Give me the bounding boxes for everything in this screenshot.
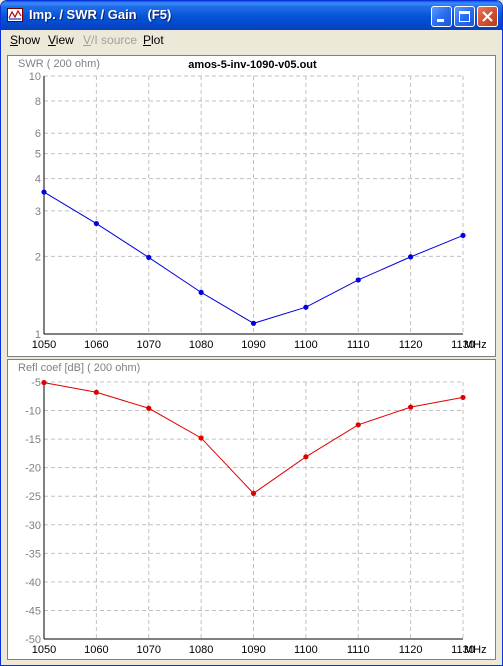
refl-y-tick-label: -40 [25,577,41,589]
refl-data-point [41,379,47,386]
refl-y-tick-label: -35 [25,548,41,560]
menu-bar: Show View V/I source Plot [1,30,502,50]
swr-y-tick-label: 8 [35,96,41,108]
refl-x-unit-label: MHz [464,644,487,656]
swr-x-unit-label: MHz [464,339,487,351]
refl-data-point [460,394,466,401]
swr-y-tick-label: 4 [35,174,41,186]
refl-data-point [250,490,257,496]
refl-axis-caption: Refl coef [dB] ( 200 ohm) [18,362,141,374]
refl-y-tick-label: -45 [25,605,41,617]
refl-y-tick-label: -10 [25,406,41,418]
swr-data-point [93,220,99,227]
swr-x-tick-label: 1060 [84,339,108,351]
title-bar[interactable]: Imp. / SWR / Gain (F5) [1,1,502,30]
refl-x-tick-label: 1090 [241,644,265,656]
swr-x-tick-label: 1110 [347,339,370,351]
refl-x-tick-label: 1110 [347,644,370,656]
refl-y-tick-label: -30 [25,520,41,532]
refl-data-point [355,422,361,428]
menu-view[interactable]: View [48,33,74,47]
refl-y-tick-label: -15 [25,434,41,446]
menu-vi-source[interactable]: V/I source [83,33,138,47]
swr-data-point [303,304,309,310]
swr-y-tick-label: 2 [35,251,41,263]
refl-plot-panel: -5 -10 -15 -20 -25 -30 -35 -40 -45 -50 1050 1060 107… [7,359,496,660]
refl-data-point [408,404,414,410]
plot-title: amos-5-inv-1090-v05.out [188,59,317,71]
swr-data-point [146,254,152,261]
menu-show[interactable]: Show [10,33,41,47]
swr-data-point [198,289,204,295]
swr-y-tick-label: 1 [35,329,41,341]
swr-y-tick-label: 10 [29,71,41,83]
refl-y-tick-label: -25 [25,491,41,503]
swr-axis-caption: SWR ( 200 ohm) [18,58,100,70]
swr-x-tick-label: 1080 [189,339,213,351]
swr-data-point [250,320,257,326]
swr-x-tick-label: 1070 [137,339,161,351]
swr-data-point [460,232,466,239]
close-button[interactable] [477,6,498,27]
refl-data-point [93,389,99,395]
refl-x-tick-label: 1070 [137,644,161,656]
swr-x-tick-label: 1100 [294,339,318,351]
swr-data-point [408,254,414,260]
minimize-icon [437,19,444,22]
swr-plot-panel: 1 2 3 4 5 6 8 10 1050 1060 1070 1080 1090 1100 1110 112… [7,55,496,357]
refl-data-point [198,435,204,441]
window-title: Imp. / SWR / Gain (F5) [29,7,172,22]
swr-y-tick-label: 5 [35,149,41,161]
menu-plot[interactable]: Plot [143,33,164,47]
refl-y-tick-label: -5 [31,377,41,389]
maximize-button[interactable] [454,6,475,27]
swr-y-tick-label: 6 [35,128,41,140]
refl-data-point [146,405,152,411]
close-icon [482,11,493,22]
swr-x-tick-label: 1050 [32,339,56,351]
refl-data-point [303,454,309,460]
minimize-button[interactable] [431,6,452,27]
swr-data-point [41,189,47,195]
refl-x-tick-label: 1100 [294,644,318,656]
swr-x-tick-label: 1090 [241,339,265,351]
refl-x-tick-label: 1130 [451,644,475,656]
app-icon[interactable] [7,8,23,22]
refl-y-tick-label: -50 [25,634,41,646]
swr-x-tick-label: 1120 [399,339,423,351]
refl-x-tick-label: 1080 [189,644,213,656]
swr-y-tick-label: 3 [35,206,41,218]
refl-y-tick-label: -20 [25,463,41,475]
swr-chart: 1 2 3 4 5 6 8 10 1050 1060 1070 1080 1090 1100 1110 112… [29,71,487,351]
refl-x-tick-label: 1050 [32,644,56,656]
refl-x-tick-label: 1060 [84,644,108,656]
maximize-icon [459,11,470,22]
swr-x-tick-label: 1130 [451,339,475,351]
swr-data-point [355,277,361,283]
refl-x-tick-label: 1120 [399,644,423,656]
